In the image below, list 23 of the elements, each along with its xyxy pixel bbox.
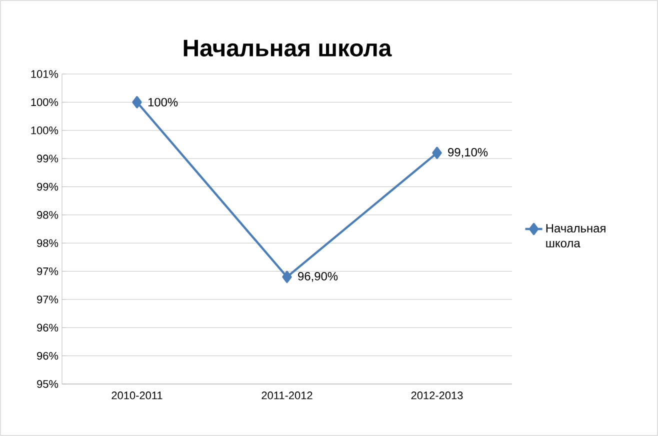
x-tick-label: 2011-2012 — [262, 392, 312, 400]
data-label: 99,10% — [448, 148, 488, 158]
legend-label: Начальная школа — [546, 224, 606, 248]
y-tick-label: 97% — [37, 296, 58, 304]
data-label: 100% — [148, 98, 178, 106]
y-tick-label: 101% — [31, 70, 58, 78]
y-tick-label: 99% — [37, 182, 58, 191]
y-tick-label: 99% — [37, 154, 58, 162]
y-tick-label: 97% — [37, 267, 58, 276]
y-tick-label: 96% — [37, 352, 58, 360]
data-label: 96,90% — [298, 272, 338, 282]
x-tick-label: 2010-2011 — [112, 392, 162, 400]
y-tick-label: 98% — [37, 239, 58, 247]
y-tick-label: 100% — [31, 126, 58, 134]
chart-title: Начальная школа — [184, 40, 392, 57]
y-tick-label: 100% — [31, 98, 58, 106]
point — [282, 270, 292, 283]
x-tick-label: 2012-2013 — [411, 392, 463, 400]
y-tick-label: 95% — [37, 380, 58, 388]
y-tick-label: 96% — [37, 324, 58, 332]
point — [132, 96, 142, 108]
point — [432, 146, 442, 159]
y-tick-label: 98% — [37, 211, 58, 219]
